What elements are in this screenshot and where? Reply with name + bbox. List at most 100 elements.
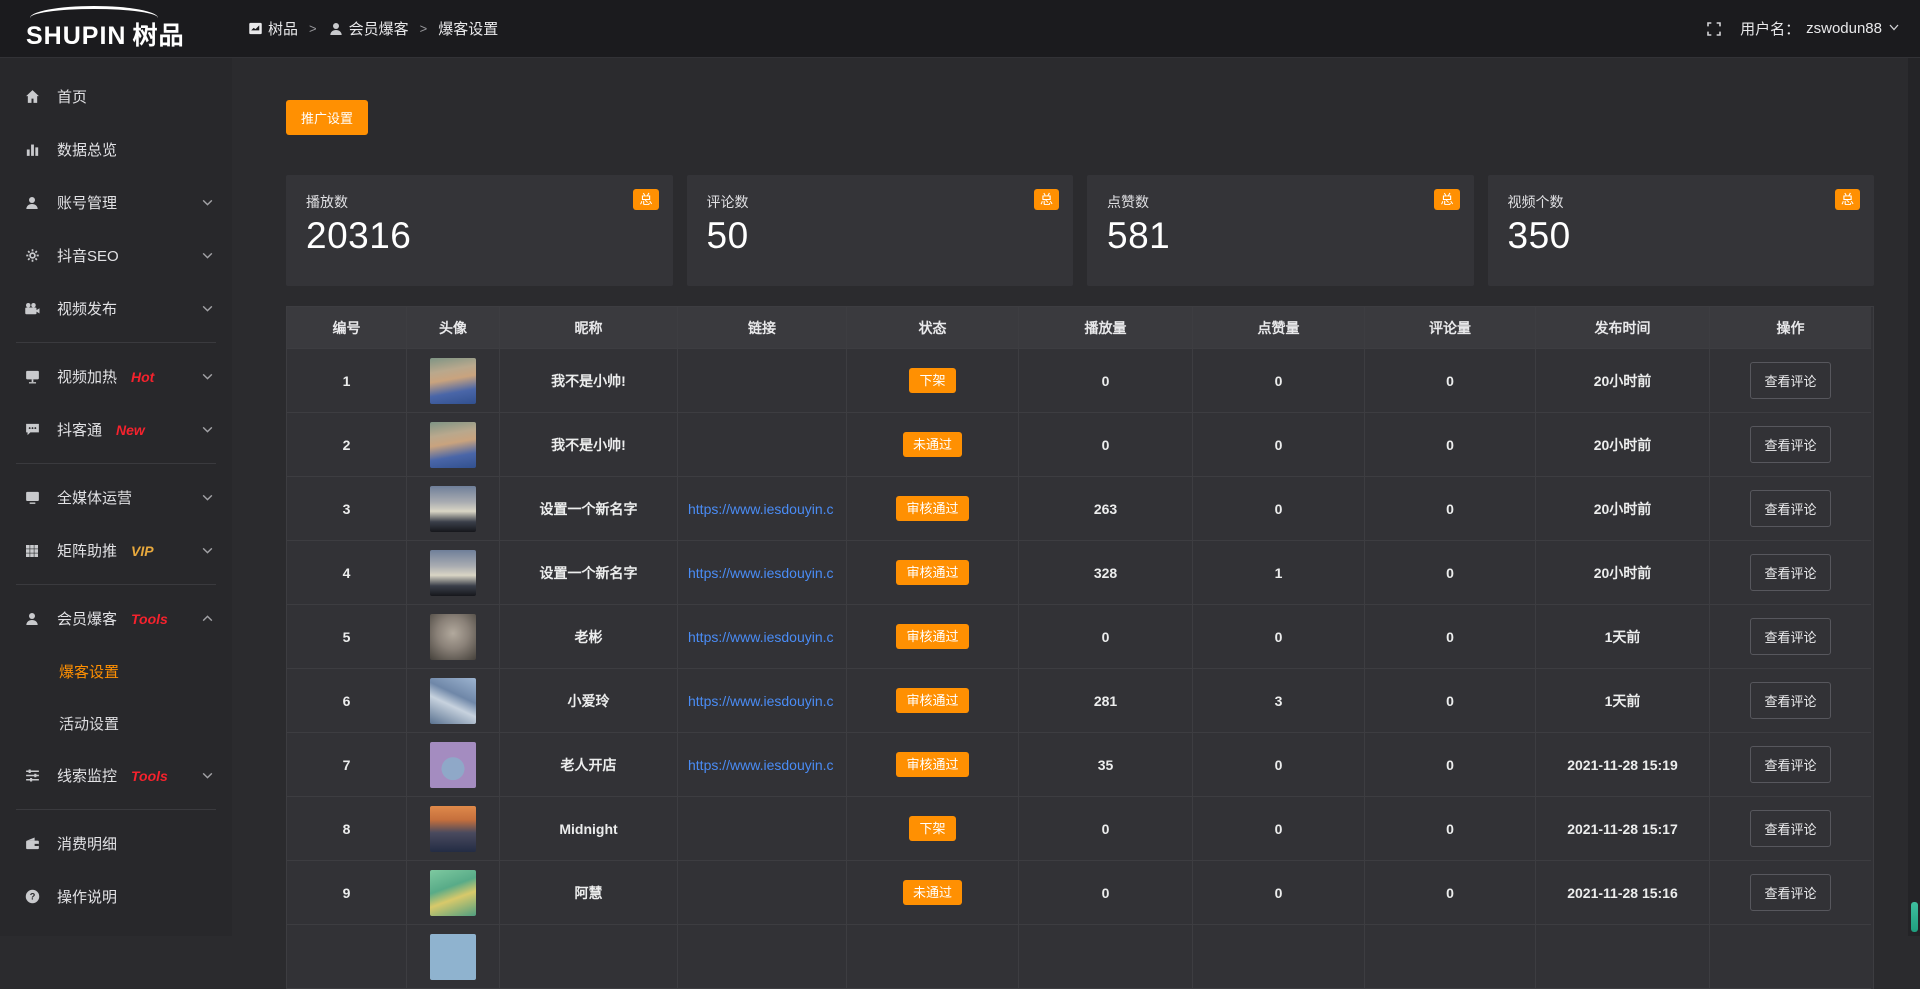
status-badge[interactable]: 下架 (909, 816, 956, 841)
sidebar-item-badge: VIP (131, 542, 154, 559)
row-id-cell: 8 (287, 797, 407, 861)
plays-cell: 328 (1019, 541, 1193, 605)
video-link[interactable]: https://www.iesdouyin.c (688, 756, 834, 773)
video-link[interactable]: https://www.iesdouyin.c (688, 628, 834, 645)
view-comments-button[interactable]: 查看评论 (1750, 490, 1831, 527)
sidebar-subitem-baoke-settings[interactable]: 爆客设置 (59, 663, 120, 681)
plays-cell: 263 (1019, 477, 1193, 541)
stat-card-value: 20316 (306, 215, 412, 256)
action-cell: 查看评论 (1710, 733, 1871, 797)
breadcrumb-item-3: 爆客设置 (438, 18, 498, 39)
row-id-cell: 7 (287, 733, 407, 797)
status-badge[interactable]: 审核通过 (896, 496, 969, 521)
sidebar-item-clue-monitoring[interactable]: 线索监控 Tools (0, 749, 232, 802)
sidebar-item-member-baoke[interactable]: 会员爆客 Tools (0, 592, 232, 645)
row-id-cell: 2 (287, 413, 407, 477)
logo-text-en: SHUPIN (26, 21, 127, 50)
stat-card-label: 播放数 (306, 194, 348, 210)
sidebar-item-video-heating[interactable]: 视频加热 Hot (0, 350, 232, 403)
view-comments-button[interactable]: 查看评论 (1750, 810, 1831, 847)
column-header-10: 操作 (1710, 307, 1871, 349)
avatar-cell (407, 669, 500, 733)
comments-cell: 0 (1365, 733, 1536, 797)
promo-settings-button[interactable]: 推广设置 (286, 100, 369, 135)
scrollbar-thumb[interactable] (1911, 902, 1918, 932)
video-link[interactable]: https://www.iesdouyin.c (688, 500, 834, 517)
view-comments-button[interactable]: 查看评论 (1750, 682, 1831, 719)
stat-card-total-badge: 总 (633, 189, 659, 210)
sidebar-item-operation-instructions[interactable]: ? 操作说明 (0, 870, 232, 923)
chevron-down-icon (201, 249, 214, 262)
plays-cell (1019, 925, 1193, 989)
sidebar-item-account-management[interactable]: 账号管理 (0, 176, 232, 229)
sidebar-item-douyin-seo[interactable]: 抖音SEO (0, 229, 232, 282)
avatar (430, 549, 476, 596)
view-comments-button[interactable]: 查看评论 (1750, 874, 1831, 911)
sidebar-item-video-publish[interactable]: 视频发布 (0, 282, 232, 335)
status-badge[interactable]: 审核通过 (896, 624, 969, 649)
sidebar-subitem-activity-settings[interactable]: 活动设置 (59, 715, 120, 733)
nickname-cell: 设置一个新名字 (500, 541, 678, 605)
link-cell (678, 925, 847, 989)
breadcrumb-item-2[interactable]: 会员爆客 (328, 18, 409, 39)
view-comments-button[interactable]: 查看评论 (1750, 426, 1831, 463)
user-menu[interactable]: 用户名： zswodun88 (1740, 18, 1900, 39)
view-comments-button[interactable]: 查看评论 (1750, 362, 1831, 399)
sidebar-item-all-media-operation[interactable]: 全媒体运营 (0, 471, 232, 524)
likes-cell: 0 (1193, 349, 1365, 413)
comments-cell: 0 (1365, 605, 1536, 669)
chevron-down-icon (201, 769, 214, 782)
video-link[interactable]: https://www.iesdouyin.c (688, 564, 834, 581)
caret-down-icon (1888, 20, 1900, 37)
avatar (430, 805, 476, 852)
stat-card-4: 视频个数 350 总 (1487, 175, 1874, 286)
view-comments-button[interactable]: 查看评论 (1750, 554, 1831, 591)
sidebar-item-data-overview[interactable]: 数据总览 (0, 123, 232, 176)
likes-cell (1193, 925, 1365, 989)
status-badge[interactable]: 未通过 (902, 432, 962, 457)
view-comments-button[interactable]: 查看评论 (1750, 746, 1831, 783)
time-cell: 1天前 (1536, 605, 1710, 669)
status-badge[interactable]: 审核通过 (896, 752, 969, 777)
row-id-cell: 1 (287, 349, 407, 413)
chevron-down-icon (201, 491, 214, 504)
question-icon: ? (22, 888, 42, 905)
fullscreen-icon[interactable] (1706, 21, 1722, 37)
link-cell: https://www.iesdouyin.c (678, 541, 847, 605)
sidebar-item-home[interactable]: 首页 (0, 70, 232, 123)
breadcrumb-label: 会员爆客 (348, 21, 409, 38)
sidebar-item-douketong[interactable]: 抖客通 New (0, 403, 232, 456)
link-cell: https://www.iesdouyin.c (678, 669, 847, 733)
nickname-cell: 老人开店 (500, 733, 678, 797)
likes-cell: 1 (1193, 541, 1365, 605)
nickname-cell (500, 925, 678, 989)
avatar-cell (407, 605, 500, 669)
sidebar-item-label: 抖客通 (57, 422, 103, 439)
video-link[interactable]: https://www.iesdouyin.c (688, 692, 834, 709)
action-cell: 查看评论 (1710, 349, 1871, 413)
breadcrumb-item-1[interactable]: 树品 (248, 18, 298, 39)
status-badge[interactable]: 下架 (909, 368, 956, 393)
gear-icon (22, 247, 42, 264)
sliders-icon (22, 767, 42, 784)
row-id-cell: 9 (287, 861, 407, 925)
status-badge[interactable]: 审核通过 (896, 560, 969, 585)
sidebar-item-label: 矩阵助推 (57, 543, 118, 560)
status-badge[interactable]: 未通过 (902, 880, 962, 905)
sidebar-item-consumption-details[interactable]: 消费明细 (0, 817, 232, 870)
stat-card-value: 50 (706, 215, 749, 256)
stat-cards: 播放数 20316 总 评论数 50 总 点赞数 581 总 视频个数 350 总 (286, 175, 1874, 286)
status-badge[interactable]: 审核通过 (896, 688, 969, 713)
row-id-cell: 4 (287, 541, 407, 605)
sidebar-item-badge: New (116, 421, 145, 438)
topbar-right: 用户名： zswodun88 (1706, 18, 1920, 39)
videos-table: 编号 头像 昵称 链接 状态 播放量 点赞量 评论量 发布时间 操作 1 我不是小帅! 下架 0 0 0 20… (286, 306, 1874, 989)
sidebar-item-matrix-boost[interactable]: 矩阵助推 VIP (0, 524, 232, 577)
video-camera-icon (22, 300, 42, 318)
view-comments-button[interactable]: 查看评论 (1750, 618, 1831, 655)
avatar-cell (407, 413, 500, 477)
likes-cell: 0 (1193, 733, 1365, 797)
time-cell (1536, 925, 1710, 989)
avatar (430, 677, 476, 724)
comments-cell: 0 (1365, 477, 1536, 541)
